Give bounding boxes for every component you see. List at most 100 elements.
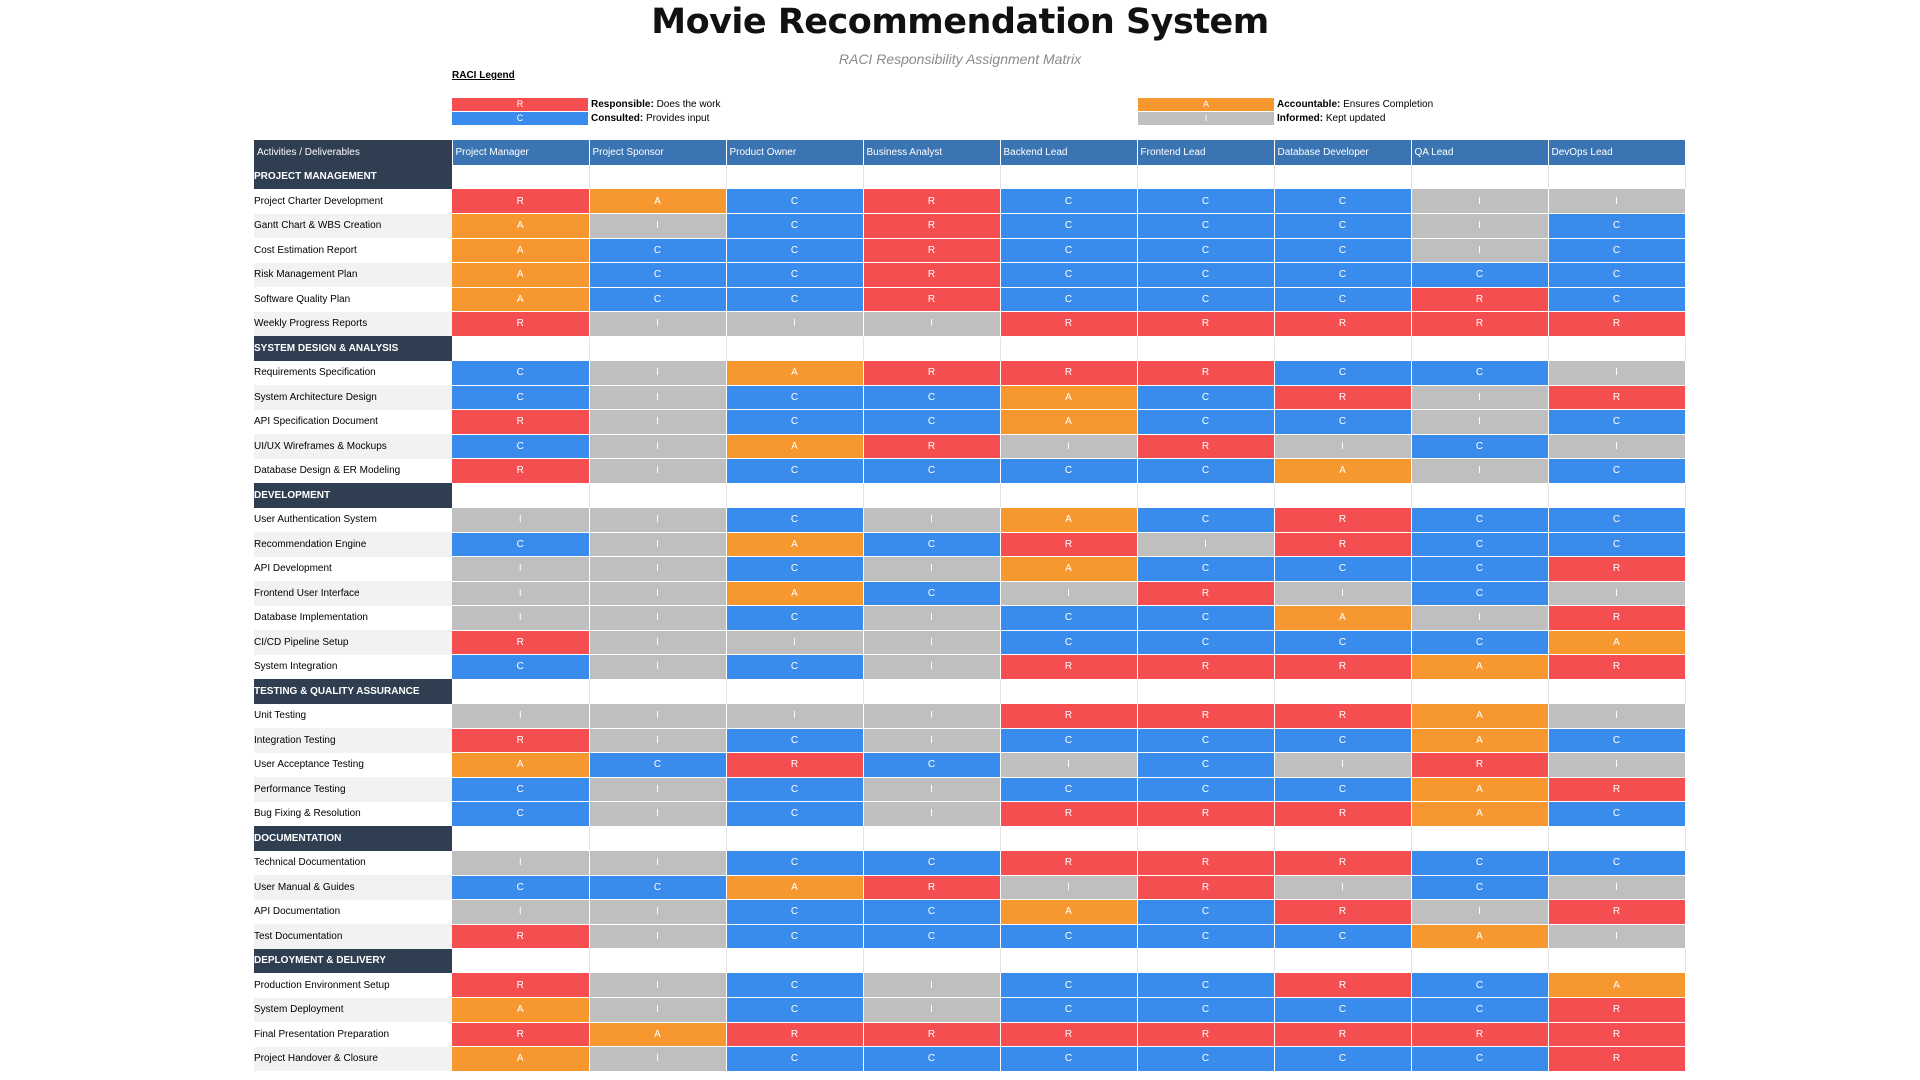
raci-cell: R [452,630,590,655]
table-row: System Integration C I C I R R R A R [254,654,1686,680]
raci-cell: C [726,973,864,998]
raci-cell: I [863,311,1001,337]
raci-cell: C [452,654,590,680]
raci-cell: C [1000,728,1138,753]
section-blank-cell [1274,679,1412,704]
raci-cell: I [589,899,727,925]
raci-cell: I [1548,360,1686,386]
section-blank-cell [1137,336,1275,361]
section-blank-cell [1000,826,1138,851]
raci-cell: C [863,752,1001,778]
raci-cell: R [1274,801,1412,827]
section-row: DEPLOYMENT & DELIVERY [254,948,1686,973]
section-row: TESTING & QUALITY ASSURANCE [254,679,1686,704]
section-blank-cell [589,948,727,973]
section-blank-cell [1411,164,1549,189]
raci-cell: C [1137,777,1275,802]
activity-label: Bug Fixing & Resolution [254,801,452,826]
raci-cell: I [1137,532,1275,557]
section-blank-cell [1548,164,1686,189]
activity-label: API Specification Document [254,409,452,434]
raci-cell: C [726,238,864,263]
raci-cell: C [726,189,864,214]
section-header: DOCUMENTATION [254,826,452,851]
table-row: API Specification Document R I C C A C C I C [254,409,1686,435]
raci-cell: I [863,801,1001,827]
raci-cell: C [863,532,1001,557]
section-blank-cell [1548,483,1686,508]
raci-cell: R [1137,581,1275,606]
activity-label: Test Documentation [254,924,452,949]
section-blank-cell [1137,826,1275,851]
activity-label: Technical Documentation [254,850,452,875]
raci-cell: C [1000,1046,1138,1072]
section-blank-cell [452,826,590,851]
raci-cell: I [452,556,590,582]
raci-cell: R [1411,287,1549,312]
raci-cell: I [589,360,727,386]
section-blank-cell [726,483,864,508]
raci-cell: R [863,213,1001,239]
table-row: Requirements Specification C I A R R R C C I [254,360,1686,386]
raci-cell: R [863,262,1001,288]
activity-label: Unit Testing [254,703,452,728]
raci-cell: C [726,924,864,949]
activity-label: Final Presentation Preparation [254,1022,452,1047]
table-row: Technical Documentation I I C C R R R C C [254,850,1686,876]
raci-cell: R [1548,556,1686,582]
section-header: TESTING & QUALITY ASSURANCE [254,679,452,704]
raci-cell: C [1137,409,1275,435]
raci-cell: R [1274,654,1412,680]
raci-cell: R [1137,654,1275,680]
section-header: PROJECT MANAGEMENT [254,164,452,189]
legend-desc: Kept updated [1323,112,1386,124]
raci-cell: C [1137,752,1275,778]
section-blank-cell [863,679,1001,704]
raci-cell: C [1274,630,1412,655]
raci-cell: I [863,507,1001,533]
raci-cell: R [1411,752,1549,778]
raci-cell: C [1274,287,1412,312]
raci-cell: C [1411,973,1549,998]
raci-cell: C [1137,238,1275,263]
section-blank-cell [1000,164,1138,189]
raci-cell: C [863,899,1001,925]
raci-cell: R [1274,532,1412,557]
raci-cell: C [1137,213,1275,239]
section-blank-cell [1137,164,1275,189]
raci-cell: I [1411,605,1549,631]
raci-cell: R [1000,532,1138,557]
raci-cell: C [1411,850,1549,876]
activity-label: Performance Testing [254,777,452,802]
raci-cell: C [1000,238,1138,263]
raci-cell: C [452,875,590,900]
section-blank-cell [726,336,864,361]
section-blank-cell [1000,948,1138,973]
raci-cell: I [726,311,864,337]
raci-cell: R [1137,801,1275,827]
legend-desc: Provides input [643,112,710,124]
raci-cell: C [1548,850,1686,876]
raci-cell: C [1548,507,1686,533]
legend-swatch-c: C [452,111,588,125]
raci-cell: C [1411,556,1549,582]
raci-cell: C [1548,287,1686,312]
raci-cell: I [452,899,590,925]
section-blank-cell [1411,826,1549,851]
raci-cell: R [1137,850,1275,876]
raci-cell: R [452,311,590,337]
table-row: Final Presentation Preparation R A R R R R R R R [254,1022,1686,1047]
raci-cell: I [589,458,727,484]
raci-cell: R [452,728,590,753]
raci-cell: R [452,973,590,998]
raci-cell: C [1137,924,1275,949]
raci-cell: I [589,213,727,239]
raci-cell: I [589,973,727,998]
raci-cell: R [1411,1022,1549,1047]
raci-cell: C [1411,434,1549,459]
raci-cell: C [452,360,590,386]
raci-cell: R [1137,360,1275,386]
column-header: Product Owner [726,140,864,165]
raci-cell: C [863,409,1001,435]
section-blank-cell [452,679,590,704]
